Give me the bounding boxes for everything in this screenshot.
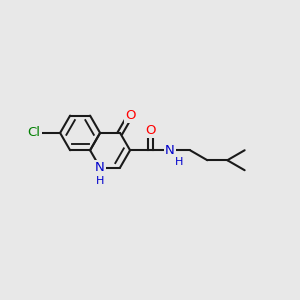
Text: O: O	[125, 109, 135, 122]
Text: Cl: Cl	[28, 126, 40, 140]
Text: H: H	[96, 176, 104, 186]
Text: H: H	[175, 157, 183, 166]
Text: O: O	[145, 124, 155, 137]
Text: N: N	[95, 161, 105, 174]
Text: N: N	[165, 144, 175, 157]
